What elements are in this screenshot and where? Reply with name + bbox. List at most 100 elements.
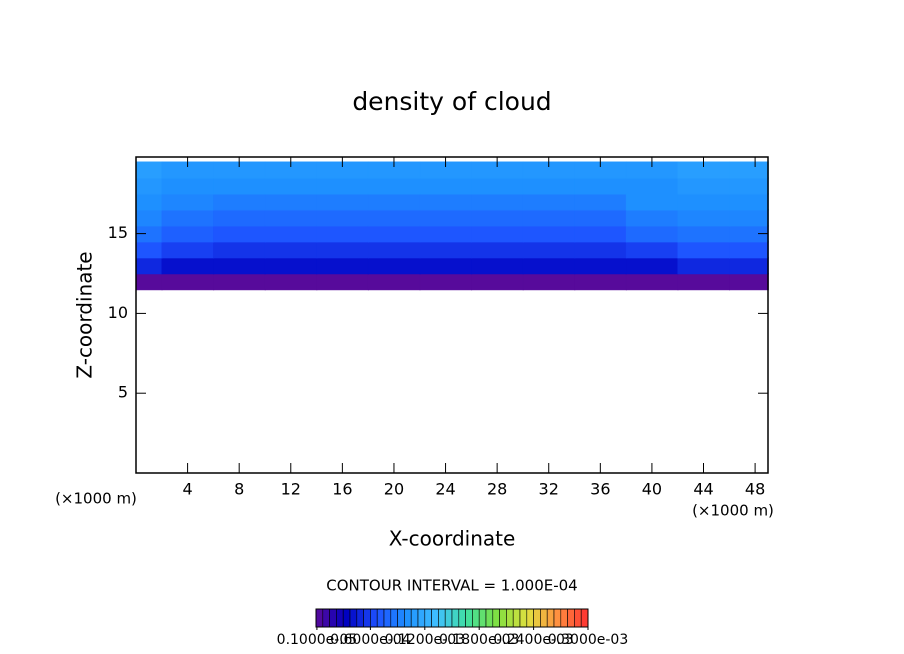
contour-cell (677, 225, 731, 243)
contour-cell (213, 257, 266, 275)
colorbar-swatch (533, 608, 541, 628)
contour-cell (625, 177, 679, 195)
contour-cell (574, 273, 627, 291)
contour-cell (213, 273, 266, 291)
contour-cell (316, 273, 369, 291)
colorbar-swatch (383, 608, 392, 628)
contour-cell (574, 209, 627, 227)
colorbar-swatch (540, 608, 548, 628)
contour-cell (316, 225, 369, 243)
contour-cell (213, 193, 266, 211)
contour-cell (522, 193, 576, 211)
colorbar-swatch (315, 608, 324, 628)
contour-cell (161, 257, 215, 275)
colorbar-swatch (438, 608, 446, 628)
contour-cell (729, 273, 769, 291)
colorbar-swatch (370, 608, 378, 628)
x-tick-label: 40 (642, 480, 662, 499)
chart-title: density of cloud (352, 87, 551, 116)
contour-cell (367, 177, 421, 195)
colorbar-swatch (376, 608, 385, 628)
colorbar-swatch (478, 608, 487, 628)
colorbar-swatch (356, 608, 364, 628)
colorbar-swatch (424, 608, 432, 628)
contour-cell (213, 241, 266, 259)
contour-cell (213, 209, 266, 227)
colorbar-swatch (512, 608, 521, 628)
contour-cell (574, 177, 627, 195)
colorbar-swatch (329, 608, 337, 628)
contour-cell (419, 209, 473, 227)
contour-cell (264, 241, 318, 259)
colorbar-swatch (580, 608, 589, 628)
contour-cell (135, 161, 163, 179)
contour-cell (574, 241, 627, 259)
x-tick-label: 36 (590, 480, 610, 499)
y-tick-label: 5 (118, 383, 128, 402)
colorbar-swatch (363, 608, 371, 628)
contour-cell (316, 257, 369, 275)
contour-cell (213, 177, 266, 195)
contour-cell (316, 177, 369, 195)
contour-cell (522, 241, 576, 259)
colorbar-swatch (342, 608, 351, 628)
contour-cell (471, 225, 524, 243)
y-tick-label: 15 (108, 223, 128, 242)
contour-cell (677, 177, 731, 195)
contour-cell (367, 193, 421, 211)
x-axis-label: X-coordinate (389, 527, 516, 551)
contour-cell (574, 225, 627, 243)
contour-cell (574, 257, 627, 275)
colorbar-swatch (574, 608, 582, 628)
contour-cell (316, 209, 369, 227)
colorbar-swatch (526, 608, 534, 628)
contour-cell (161, 177, 215, 195)
contour-cell (367, 257, 421, 275)
colorbar-swatch (472, 608, 480, 628)
contour-cell (161, 209, 215, 227)
x-tick-label: 20 (384, 480, 404, 499)
colorbar-swatch (336, 608, 344, 628)
colorbar-swatch (546, 608, 555, 628)
contour-cell (264, 177, 318, 195)
contour-cell (522, 209, 576, 227)
colorbar-swatch (322, 608, 330, 628)
colorbar-swatch (349, 608, 358, 628)
contour-cell (419, 225, 473, 243)
contour-cell (471, 257, 524, 275)
contour-cell (161, 273, 215, 291)
contour-cell (316, 193, 369, 211)
plot-frame (135, 156, 769, 474)
contour-cell (135, 193, 163, 211)
contour-cell (264, 209, 318, 227)
contour-cell (419, 273, 473, 291)
contour-cell (161, 241, 215, 259)
x-tick-label: 12 (281, 480, 301, 499)
colorbar-swatch (519, 608, 528, 628)
x-tick-label: 28 (487, 480, 507, 499)
colorbar-swatch (404, 608, 412, 628)
x-tick-label: 16 (332, 480, 352, 499)
colorbar-swatch (499, 608, 507, 628)
contour-cell (574, 193, 627, 211)
contour-cell (135, 273, 163, 291)
x-tick-label: 4 (182, 480, 192, 499)
colorbar-swatch (397, 608, 405, 628)
contour-cell (419, 241, 473, 259)
colorbar-swatch (567, 608, 575, 628)
contour-cell (522, 225, 576, 243)
colorbar-swatch (560, 608, 568, 628)
contour-cell (677, 193, 731, 211)
colorbar-frame (315, 608, 589, 628)
contour-cell (625, 241, 679, 259)
contour-cell (367, 225, 421, 243)
contour-cell (729, 241, 769, 259)
contour-cell (419, 193, 473, 211)
colorbar-swatch (553, 608, 562, 628)
x-tick-label: 24 (435, 480, 455, 499)
x-tick-label: 32 (539, 480, 559, 499)
contour-cell (471, 273, 524, 291)
contour-cell (471, 177, 524, 195)
x-unit-label: (×1000 m) (692, 502, 774, 520)
